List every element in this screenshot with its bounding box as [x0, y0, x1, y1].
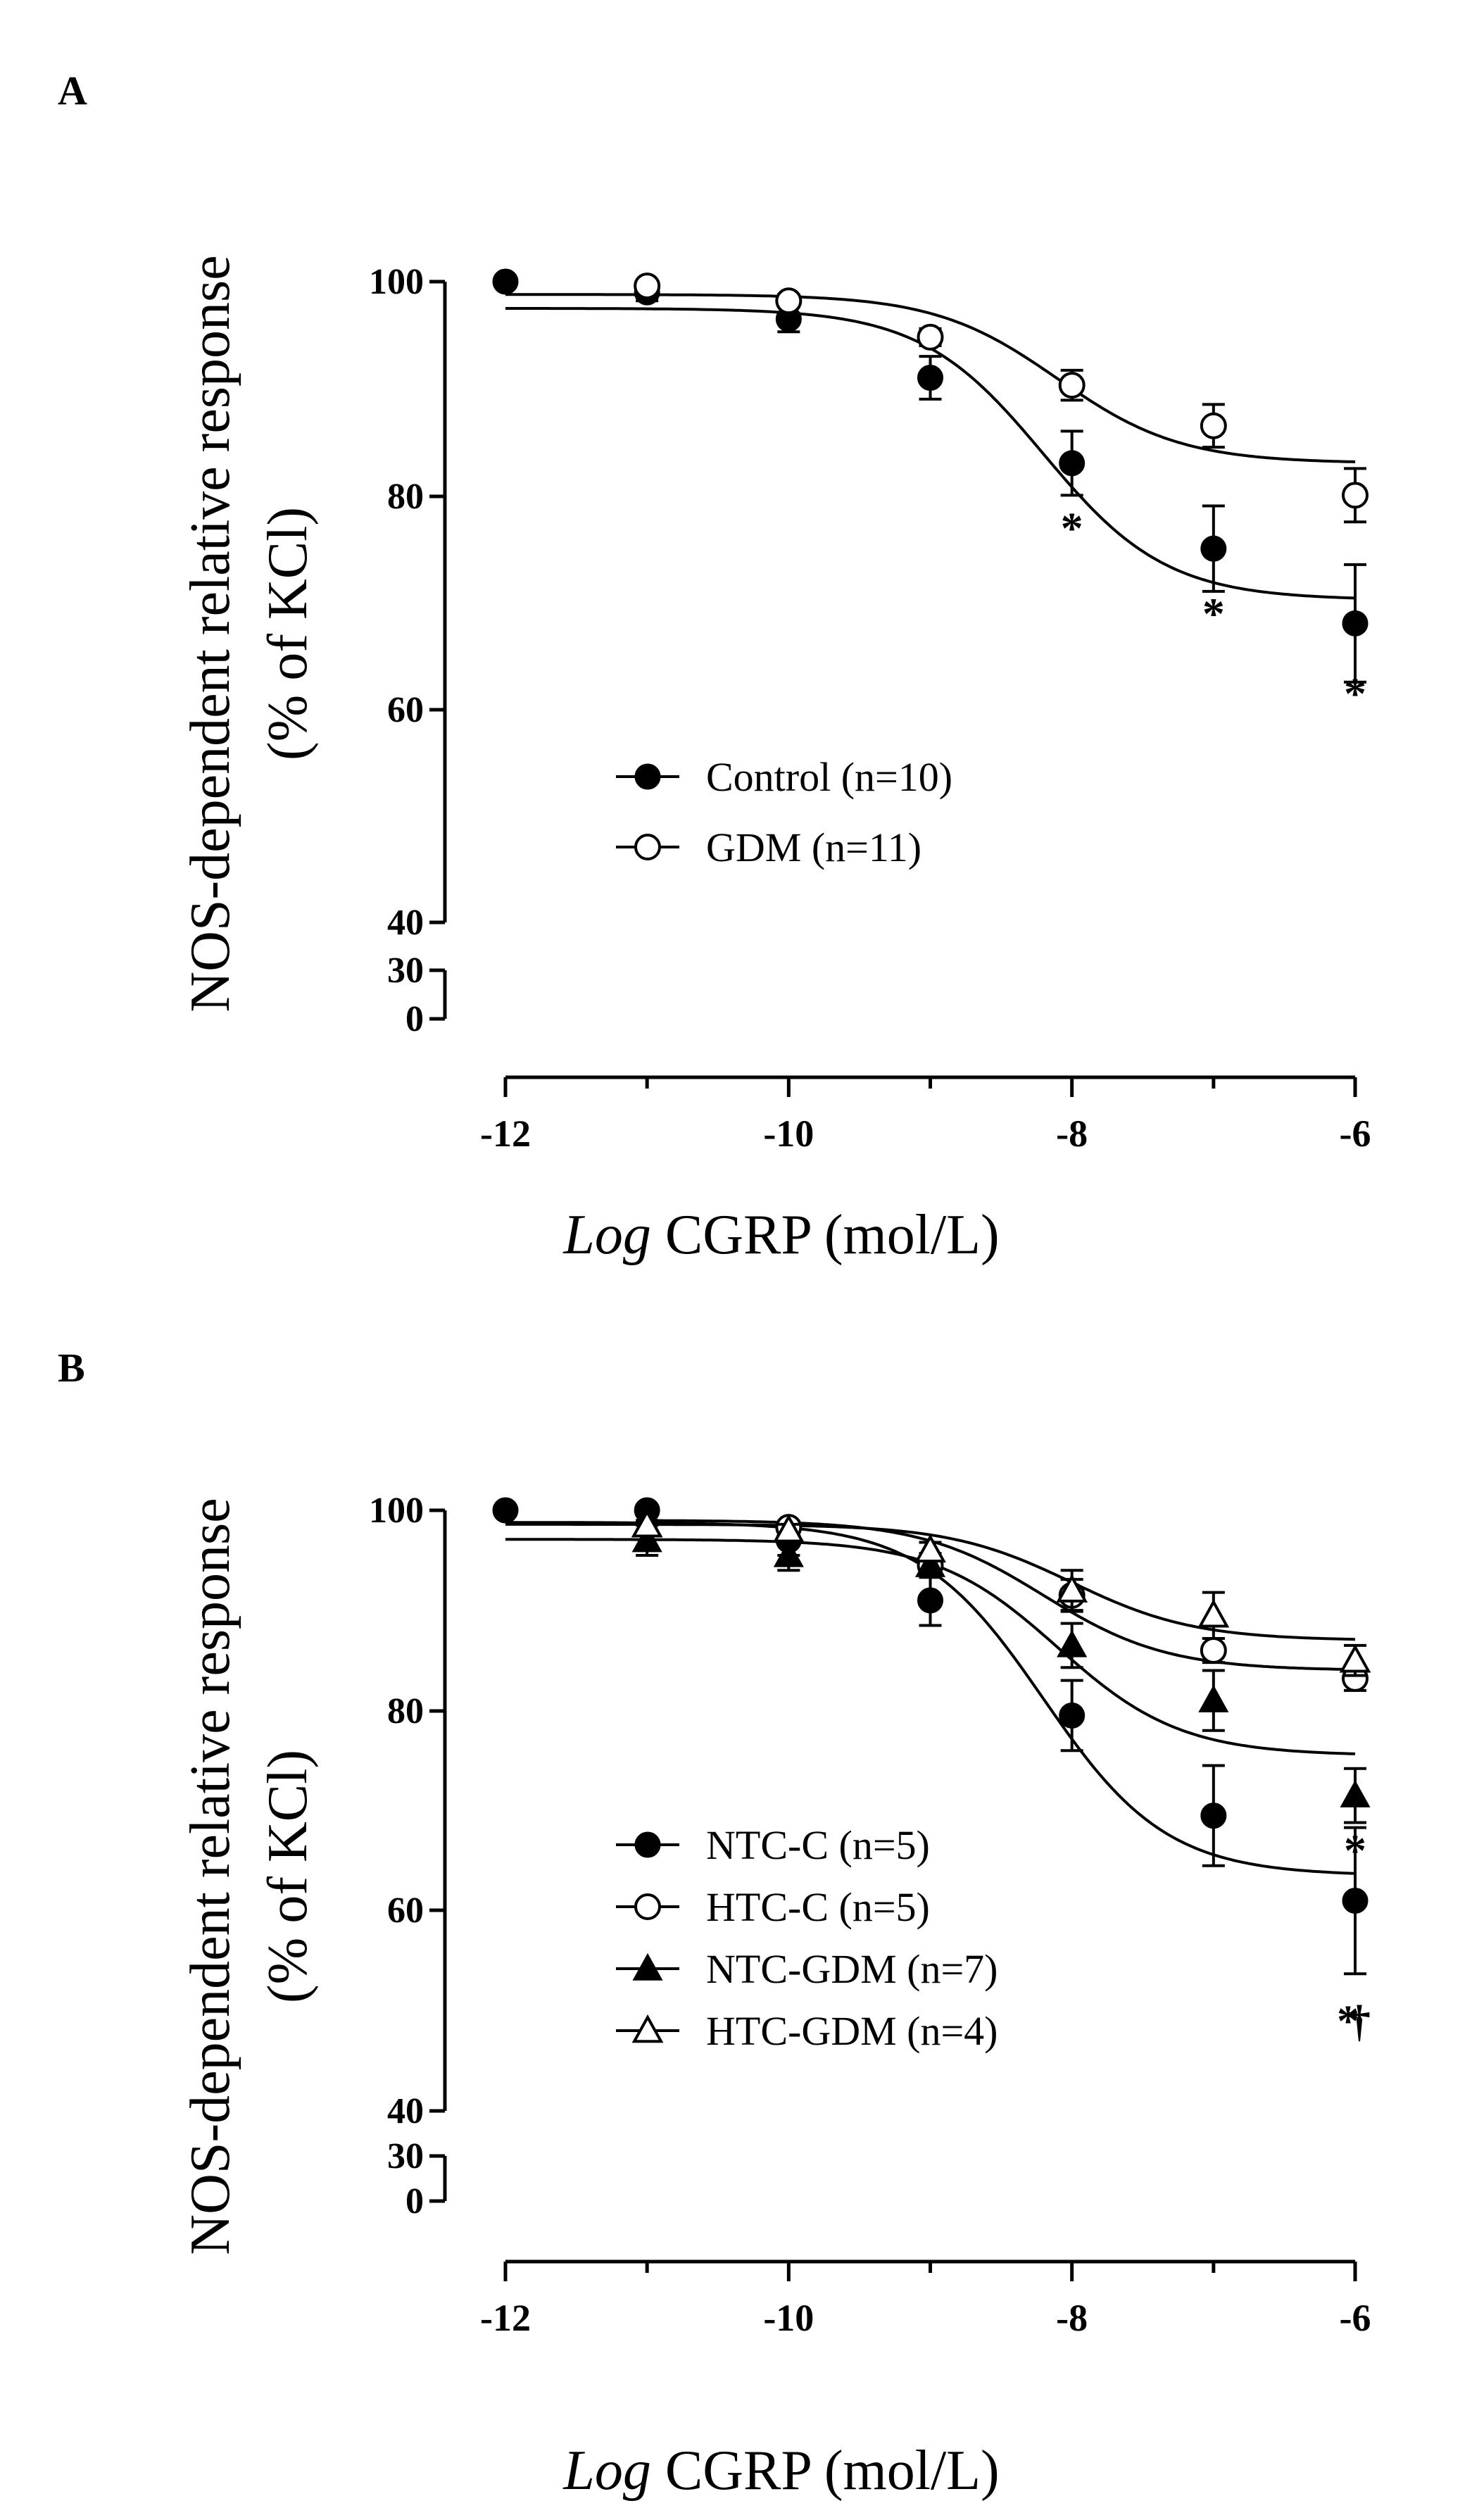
panel-b-data-point-series-3: [1197, 1599, 1230, 1628]
panel-b-legend: NTC-C (n=5) HTC-C (n=5) NTC-GDM (n=7) HTC-G…: [616, 1822, 998, 2054]
panel-b-data-point-series-3: [631, 1509, 663, 1538]
panel-a-data-point-series-0: [1200, 535, 1227, 562]
panel-a-data-point-series-1: [1342, 482, 1369, 509]
panel-b-legend-label-1: HTC-C (n=5): [706, 1884, 930, 1930]
panel-b-data-point-series-3: [772, 1514, 805, 1543]
panel-b-y-tick-label: 30: [387, 2136, 424, 2176]
panel-b-x-tick-label: -12: [480, 2297, 531, 2339]
panel-b-label: B: [58, 1345, 85, 1391]
panel-b-x-axis-title-rest: CGRP (mol/L): [651, 2440, 1000, 2502]
panel-b-x-axis-title: Log CGRP (mol/L): [562, 2440, 999, 2502]
panel-b-legend-label-3: HTC-GDM (n=4): [706, 2008, 998, 2054]
panel-b-data-point-series-3: [1056, 1574, 1088, 1603]
panel-a-data-point-series-1: [1200, 412, 1227, 439]
panel-a-significance-mark: *: [1344, 669, 1366, 719]
panel-b-y-tick-label: 80: [387, 1691, 424, 1731]
panel-a-x-tick-label: -6: [1340, 1112, 1371, 1155]
panel-a-data-points: [492, 268, 1369, 684]
panel-b-data-point-series-0: [917, 1587, 943, 1614]
panel-a-x-tick-label: -10: [763, 1112, 814, 1155]
panel-b-axes: 0 30 40 60 80 100 -12 -10 -8 -6: [369, 1491, 1371, 2339]
panel-a-x-tick-label: -8: [1056, 1112, 1088, 1155]
panel-a-legend-marker-1: [634, 834, 661, 860]
panel-b-data-point-series-3: [914, 1534, 946, 1563]
panel-b-legend-label-0: NTC-C (n=5): [706, 1822, 930, 1868]
panel-a-data-point-series-1: [775, 287, 803, 315]
panel-a: A NOS-dependent relative response (% of …: [58, 68, 1371, 1266]
panel-b-x-axis-title-italic: Log: [562, 2440, 651, 2502]
panel-a-significance-mark: *: [1202, 589, 1225, 639]
panel-a-label: A: [58, 68, 87, 113]
panel-b-annotations: **†: [1337, 1826, 1371, 2046]
panel-a-x-axis-title-rest: CGRP (mol/L): [651, 1204, 1000, 1266]
panel-b-y-tick-label: 100: [369, 1491, 424, 1531]
panel-a-data-point-series-1: [1058, 372, 1086, 399]
panel-a-data-point-series-0: [1342, 610, 1369, 637]
panel-b-data-point-series-2: [1057, 1629, 1088, 1657]
panel-a-y-tick-label: 40: [387, 903, 424, 943]
panel-b-legend-marker-2: [632, 1952, 663, 1981]
panel-b-data-point-series-0: [492, 1497, 519, 1524]
panel-b-legend-label-2: NTC-GDM (n=7): [706, 1946, 998, 1992]
panel-a-legend-label-0: Control (n=10): [706, 754, 952, 800]
panel-b-y-tick-label: 60: [387, 1891, 424, 1931]
panel-b-data-point-series-2: [631, 1524, 662, 1553]
panel-a-legend-label-1: GDM (n=11): [706, 825, 921, 870]
panel-b-data-point-series-3: [1339, 1644, 1371, 1673]
panel-a-y-tick-label: 0: [405, 999, 424, 1039]
panel-b-y-axis-title-line1: NOS-dependent relative response: [180, 1498, 241, 2255]
panel-a-data-point-series-1: [634, 272, 661, 300]
panel-b-data-point-series-2: [1198, 1685, 1229, 1712]
panel-b: B NOS-dependent relative response (% of …: [58, 1345, 1371, 2502]
panel-a-y-tick-label: 60: [387, 690, 424, 730]
panel-b-x-tick-label: -6: [1340, 2297, 1371, 2339]
panel-b-x-tick-label: -10: [763, 2297, 814, 2339]
panel-a-axes: 0 30 40 60 80 100 -12 -10 -8 -6: [369, 262, 1371, 1155]
panel-a-y-axis-title-line2: (% of KCl): [257, 507, 319, 760]
panel-a-data-point-series-1: [917, 323, 944, 351]
panel-b-y-tick-label: 0: [405, 2181, 424, 2221]
panel-b-data-point-series-0: [1059, 1702, 1086, 1729]
panel-a-y-axis-title-line1: NOS-dependent relative response: [180, 255, 241, 1012]
panel-a-y-tick-label: 80: [387, 477, 424, 517]
panel-a-x-axis-title-italic: Log: [562, 1204, 651, 1266]
panel-a-significance-mark: *: [1061, 503, 1083, 553]
panel-b-data-point-series-1: [1200, 1637, 1227, 1665]
panel-a-legend: Control (n=10) GDM (n=11): [616, 754, 952, 870]
panel-b-fit-curve-series-1: [647, 1519, 1355, 1672]
panel-a-x-axis-title: Log CGRP (mol/L): [562, 1204, 999, 1266]
panel-b-significance-mark: *: [1337, 1995, 1359, 2045]
panel-b-significance-mark: *: [1344, 1826, 1366, 1876]
panel-a-annotations: * * *: [1061, 503, 1366, 719]
panel-b-legend-marker-1: [634, 1893, 661, 1920]
panel-b-significance-mark: †: [1348, 1995, 1371, 2045]
panel-a-data-point-series-0: [492, 268, 519, 295]
panel-b-y-tick-label: 40: [387, 2091, 424, 2131]
panel-b-data-point-series-2: [914, 1550, 946, 1577]
panel-a-legend-marker-0: [634, 763, 661, 790]
panel-b-legend-marker-0: [634, 1831, 661, 1858]
panel-b-data-point-series-0: [1342, 1887, 1369, 1914]
panel-b-data-point-series-2: [773, 1539, 804, 1567]
panel-b-data-points: [492, 1497, 1371, 1976]
panel-b-data-point-series-2: [1340, 1780, 1371, 1807]
panel-a-y-tick-label: 100: [369, 262, 424, 302]
panel-b-data-point-series-0: [1200, 1803, 1227, 1829]
panel-a-data-point-series-0: [1059, 450, 1086, 477]
panel-a-data-point-series-0: [917, 365, 943, 391]
panel-b-y-axis-title-line2: (% of KCl): [257, 1750, 319, 2003]
panel-a-y-tick-label: 30: [387, 951, 424, 991]
panel-b-legend-marker-3: [631, 2014, 664, 2043]
panel-a-x-tick-label: -12: [480, 1112, 531, 1155]
panel-b-x-tick-label: -8: [1056, 2297, 1088, 2339]
